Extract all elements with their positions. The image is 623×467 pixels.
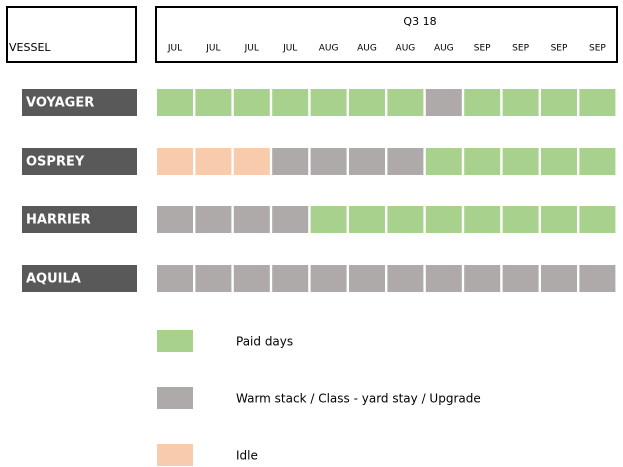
legend-swatch (157, 330, 193, 352)
vessel-bar (22, 148, 137, 175)
legend-label: Warm stack / Class - yard stay / Upgrade (236, 392, 481, 406)
status-cell (349, 148, 385, 175)
month-label: SEP (551, 44, 568, 54)
status-cell (387, 148, 424, 175)
month-label: AUG (319, 44, 339, 54)
status-cell (349, 89, 385, 116)
status-cell (195, 148, 232, 175)
status-cell (195, 89, 232, 116)
status-cell (195, 206, 232, 233)
month-label: AUG (396, 44, 416, 54)
status-cell (541, 148, 577, 175)
status-cell (233, 148, 270, 175)
status-cell (464, 206, 501, 233)
vessel-bar (22, 265, 137, 292)
status-cell (157, 206, 193, 233)
status-cell (387, 265, 424, 292)
status-cell (502, 265, 539, 292)
status-cell (425, 265, 462, 292)
status-cell (579, 148, 616, 175)
month-label: JUL (167, 44, 182, 54)
status-cell (464, 265, 501, 292)
period-label: Q3 18 (403, 15, 436, 28)
legend-swatch (157, 444, 193, 466)
status-cell (272, 265, 309, 292)
vessel-name: HARRIER (26, 213, 91, 228)
status-cell (349, 206, 385, 233)
vessel-bar (22, 89, 137, 116)
status-cell (195, 265, 232, 292)
vessel-name: VOYAGER (26, 96, 94, 111)
period-header-box (155, 6, 618, 63)
status-cell (272, 89, 309, 116)
status-cell (387, 206, 424, 233)
month-label: SEP (512, 44, 529, 54)
vessel-name: OSPREY (26, 155, 85, 170)
status-cell (387, 89, 424, 116)
status-cell (502, 148, 539, 175)
vessel-label: VESSEL (9, 41, 51, 54)
status-cell (310, 206, 347, 233)
status-cell (579, 265, 616, 292)
status-cell (502, 206, 539, 233)
status-cell (464, 89, 501, 116)
status-cell (541, 89, 577, 116)
status-cell (233, 206, 270, 233)
status-cell (464, 148, 501, 175)
status-cell (425, 89, 462, 116)
status-cell (349, 265, 385, 292)
vessel-bar (22, 206, 137, 233)
month-label: SEP (474, 44, 491, 54)
legend-swatch (157, 387, 193, 409)
status-cell (157, 265, 193, 292)
status-cell (579, 89, 616, 116)
status-cell (541, 265, 577, 292)
status-cell (310, 89, 347, 116)
vessel-name: AQUILA (26, 272, 81, 287)
status-cell (157, 89, 193, 116)
status-cell (272, 206, 309, 233)
status-cell (541, 206, 577, 233)
legend-label: Paid days (236, 335, 293, 349)
vessel-header-box (6, 6, 137, 63)
status-cell (233, 265, 270, 292)
month-label: JUL (205, 44, 220, 54)
month-label: SEP (589, 44, 606, 54)
status-cell (425, 148, 462, 175)
status-cell (502, 89, 539, 116)
status-cell (579, 206, 616, 233)
status-cell (157, 148, 193, 175)
status-cell (233, 89, 270, 116)
month-label: AUG (357, 44, 377, 54)
status-cell (310, 148, 347, 175)
month-label: JUL (244, 44, 259, 54)
month-label: AUG (434, 44, 454, 54)
status-cell (272, 148, 309, 175)
legend-label: Idle (236, 449, 258, 463)
status-cell (425, 206, 462, 233)
month-label: JUL (282, 44, 297, 54)
status-cell (310, 265, 347, 292)
